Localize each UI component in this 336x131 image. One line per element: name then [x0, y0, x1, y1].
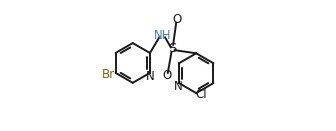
Text: Br: Br: [102, 68, 115, 81]
Text: N: N: [174, 80, 183, 94]
Text: S: S: [168, 42, 177, 55]
Text: NH: NH: [154, 29, 171, 42]
Text: O: O: [162, 69, 171, 82]
Text: N: N: [145, 70, 154, 83]
Text: O: O: [173, 13, 182, 26]
Text: Cl: Cl: [196, 89, 207, 102]
